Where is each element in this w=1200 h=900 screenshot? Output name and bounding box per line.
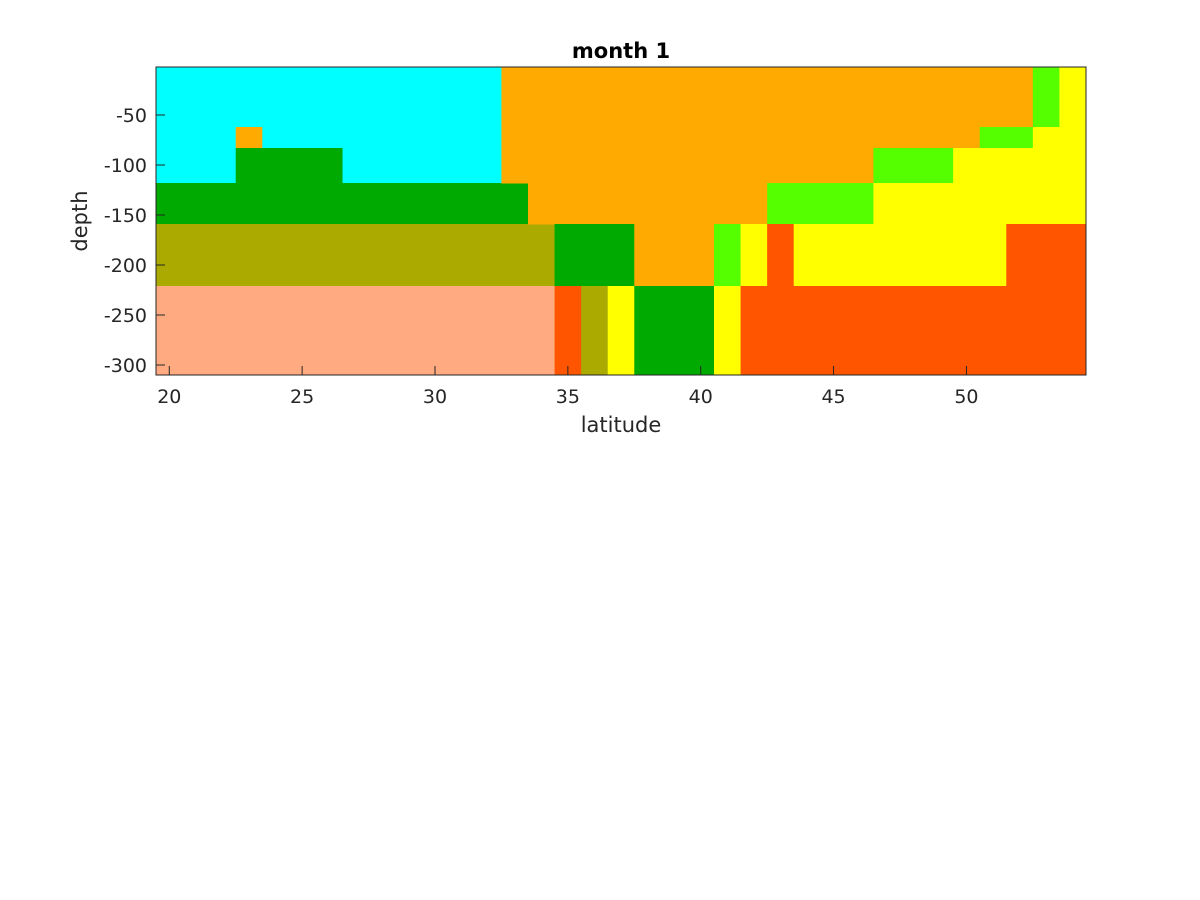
heatmap-cell [979,127,1034,149]
x-tick-label: 25 [290,386,314,408]
heatmap-cell [740,224,768,287]
x-tick-label: 45 [821,386,845,408]
heatmap-cell [528,183,768,225]
y-tick-label: -250 [104,305,147,327]
x-tick-label: 35 [556,386,580,408]
heatmap-cell [767,183,874,225]
heatmap-cell [581,286,609,376]
heatmap-cell [501,127,981,149]
y-tick-label: -100 [104,155,147,177]
heatmap-cell [607,286,635,376]
heatmap-cell [156,286,556,376]
x-tick-label: 30 [423,386,447,408]
x-tick-label: 50 [954,386,978,408]
x-axis: 20 25 30 35 40 45 50 [157,366,979,408]
heatmap-cell [740,286,1087,376]
y-axis: -50 -100 -150 -200 -250 -300 [104,105,165,377]
heatmap-cell [714,286,742,376]
x-tick-label: 20 [157,386,181,408]
heatmap-cells [156,67,1087,376]
heatmap-cell [554,286,582,376]
heatmap-cell [156,224,556,287]
heatmap-cell [634,286,715,376]
heatmap-cell [156,183,529,225]
heatmap-cell [634,224,715,287]
y-tick-label: -50 [116,105,147,127]
heatmap-cell [873,183,1087,225]
heatmap-cell [342,148,502,184]
heatmap-cell [793,224,1007,287]
heatmap-cell [873,148,954,184]
y-tick-label: -300 [104,355,147,377]
heatmap-cell [501,67,1034,128]
heatmap-cell [767,224,795,287]
heatmap-cell [953,148,1087,184]
y-axis-label: depth [68,190,92,251]
heatmap-cell [554,224,635,287]
x-axis-label: latitude [581,413,662,437]
heatmap-cell [156,127,237,184]
y-tick-label: -200 [104,255,147,277]
heatmap-cell [501,148,874,184]
x-tick-label: 40 [689,386,713,408]
chart-title: month 1 [572,39,670,63]
heatmap-cell [156,67,502,128]
heatmap-cell [1006,224,1087,287]
heatmap-cell [1032,67,1060,128]
heatmap-cell [714,224,742,287]
heatmap-cell [1032,127,1087,149]
y-tick-label: -150 [104,205,147,227]
heatmap-cell [262,127,502,149]
heatmap-cell [235,148,343,184]
plot-frame [155,66,1087,376]
heatmap-cell [1059,67,1087,128]
heatmap-cell [235,127,263,149]
